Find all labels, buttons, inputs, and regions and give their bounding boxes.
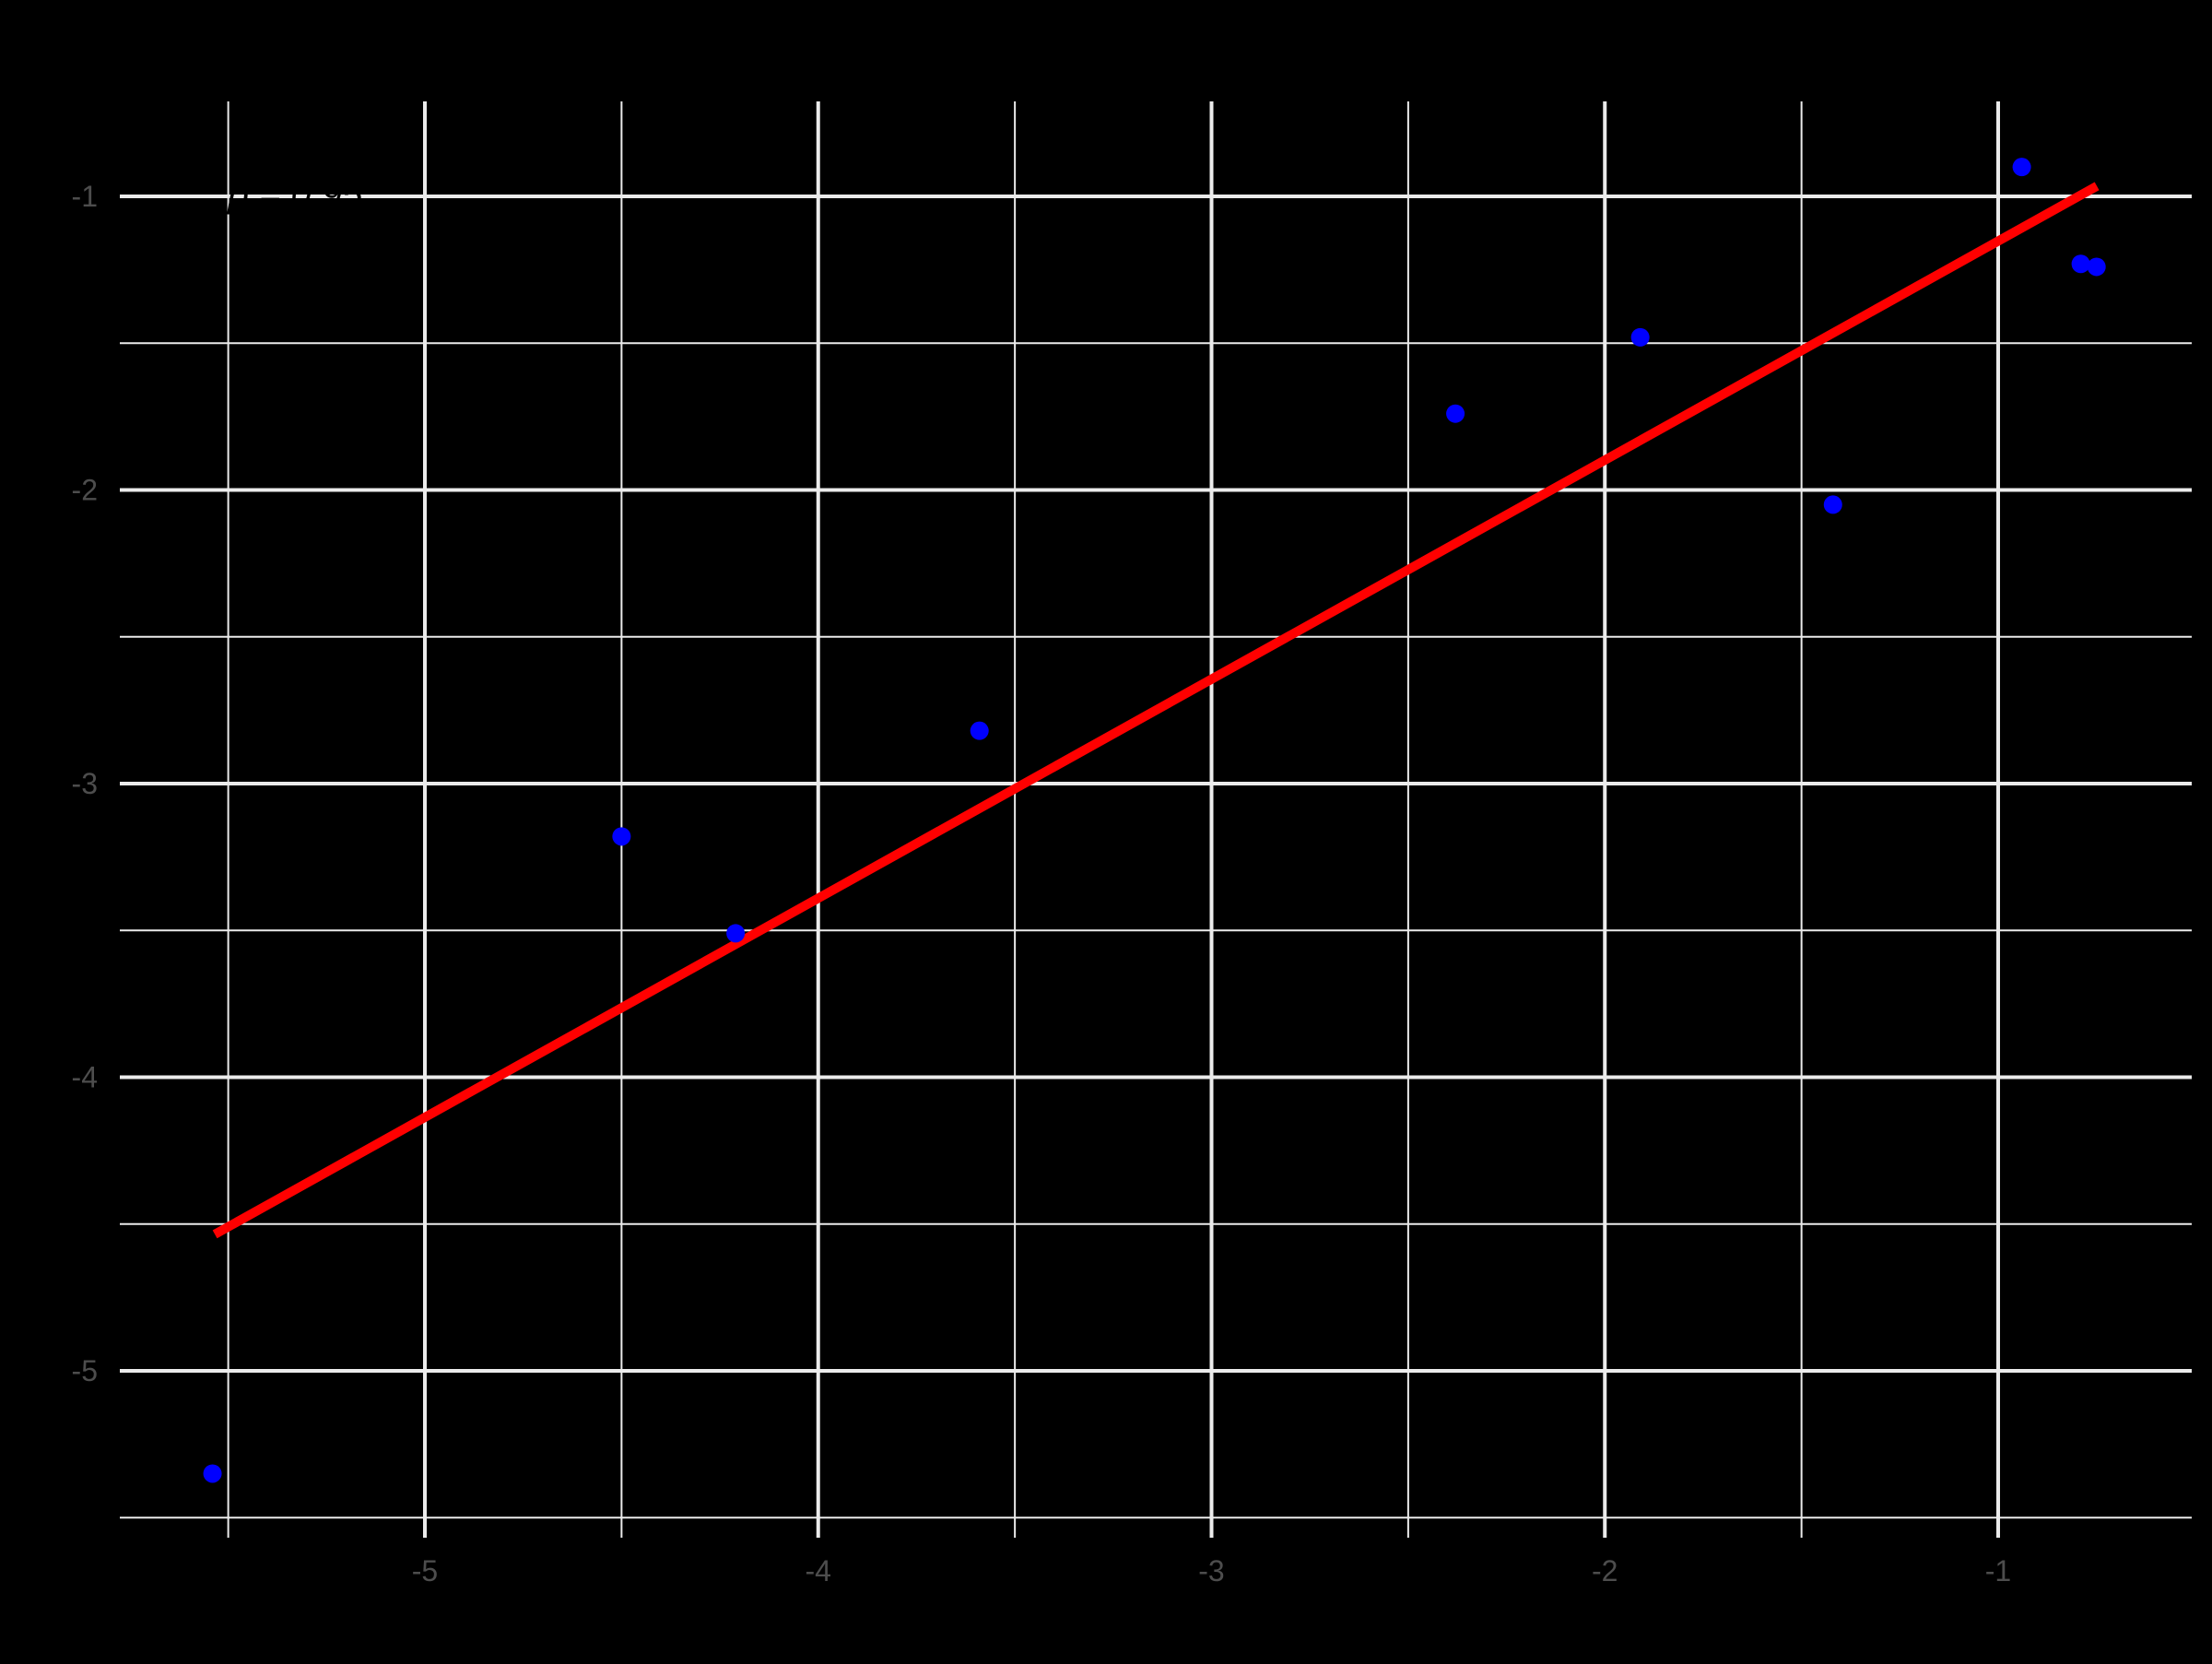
data-point <box>2087 257 2106 277</box>
data-point <box>970 721 989 740</box>
y-axis: -5 -4 -3 -2 -1 <box>72 180 98 1387</box>
annotation-text: ρ = 0.95 <box>227 174 363 215</box>
major-gridlines <box>120 101 2192 1538</box>
correlation-annotation: ρ = 0.95 <box>227 174 363 215</box>
data-point <box>726 924 746 943</box>
y-tick-label: -2 <box>72 474 98 507</box>
data-point <box>2012 158 2031 177</box>
x-tick-label: -2 <box>1592 1554 1618 1587</box>
y-tick-label: -5 <box>72 1354 98 1387</box>
data-point <box>1446 404 1465 423</box>
regression-line <box>212 182 2100 1239</box>
data-points <box>203 158 2106 1483</box>
data-point <box>203 1464 222 1483</box>
fit-line <box>212 182 2100 1239</box>
y-tick-label: -1 <box>72 180 98 213</box>
data-point <box>2071 254 2090 274</box>
plot-panel: ρ = 0.95 <box>120 101 2192 1538</box>
x-tick-label: -3 <box>1198 1554 1224 1587</box>
x-tick-label: -4 <box>806 1554 831 1587</box>
y-tick-label: -3 <box>72 767 98 800</box>
x-tick-label: -1 <box>1985 1554 2011 1587</box>
x-axis: -5 -4 -3 -2 -1 <box>412 1554 2011 1587</box>
data-point <box>1630 327 1650 347</box>
minor-gridlines <box>120 101 2192 1538</box>
x-tick-label: -5 <box>412 1554 438 1587</box>
data-point <box>1823 495 1842 514</box>
data-point <box>612 827 631 846</box>
y-tick-label: -4 <box>72 1061 98 1094</box>
